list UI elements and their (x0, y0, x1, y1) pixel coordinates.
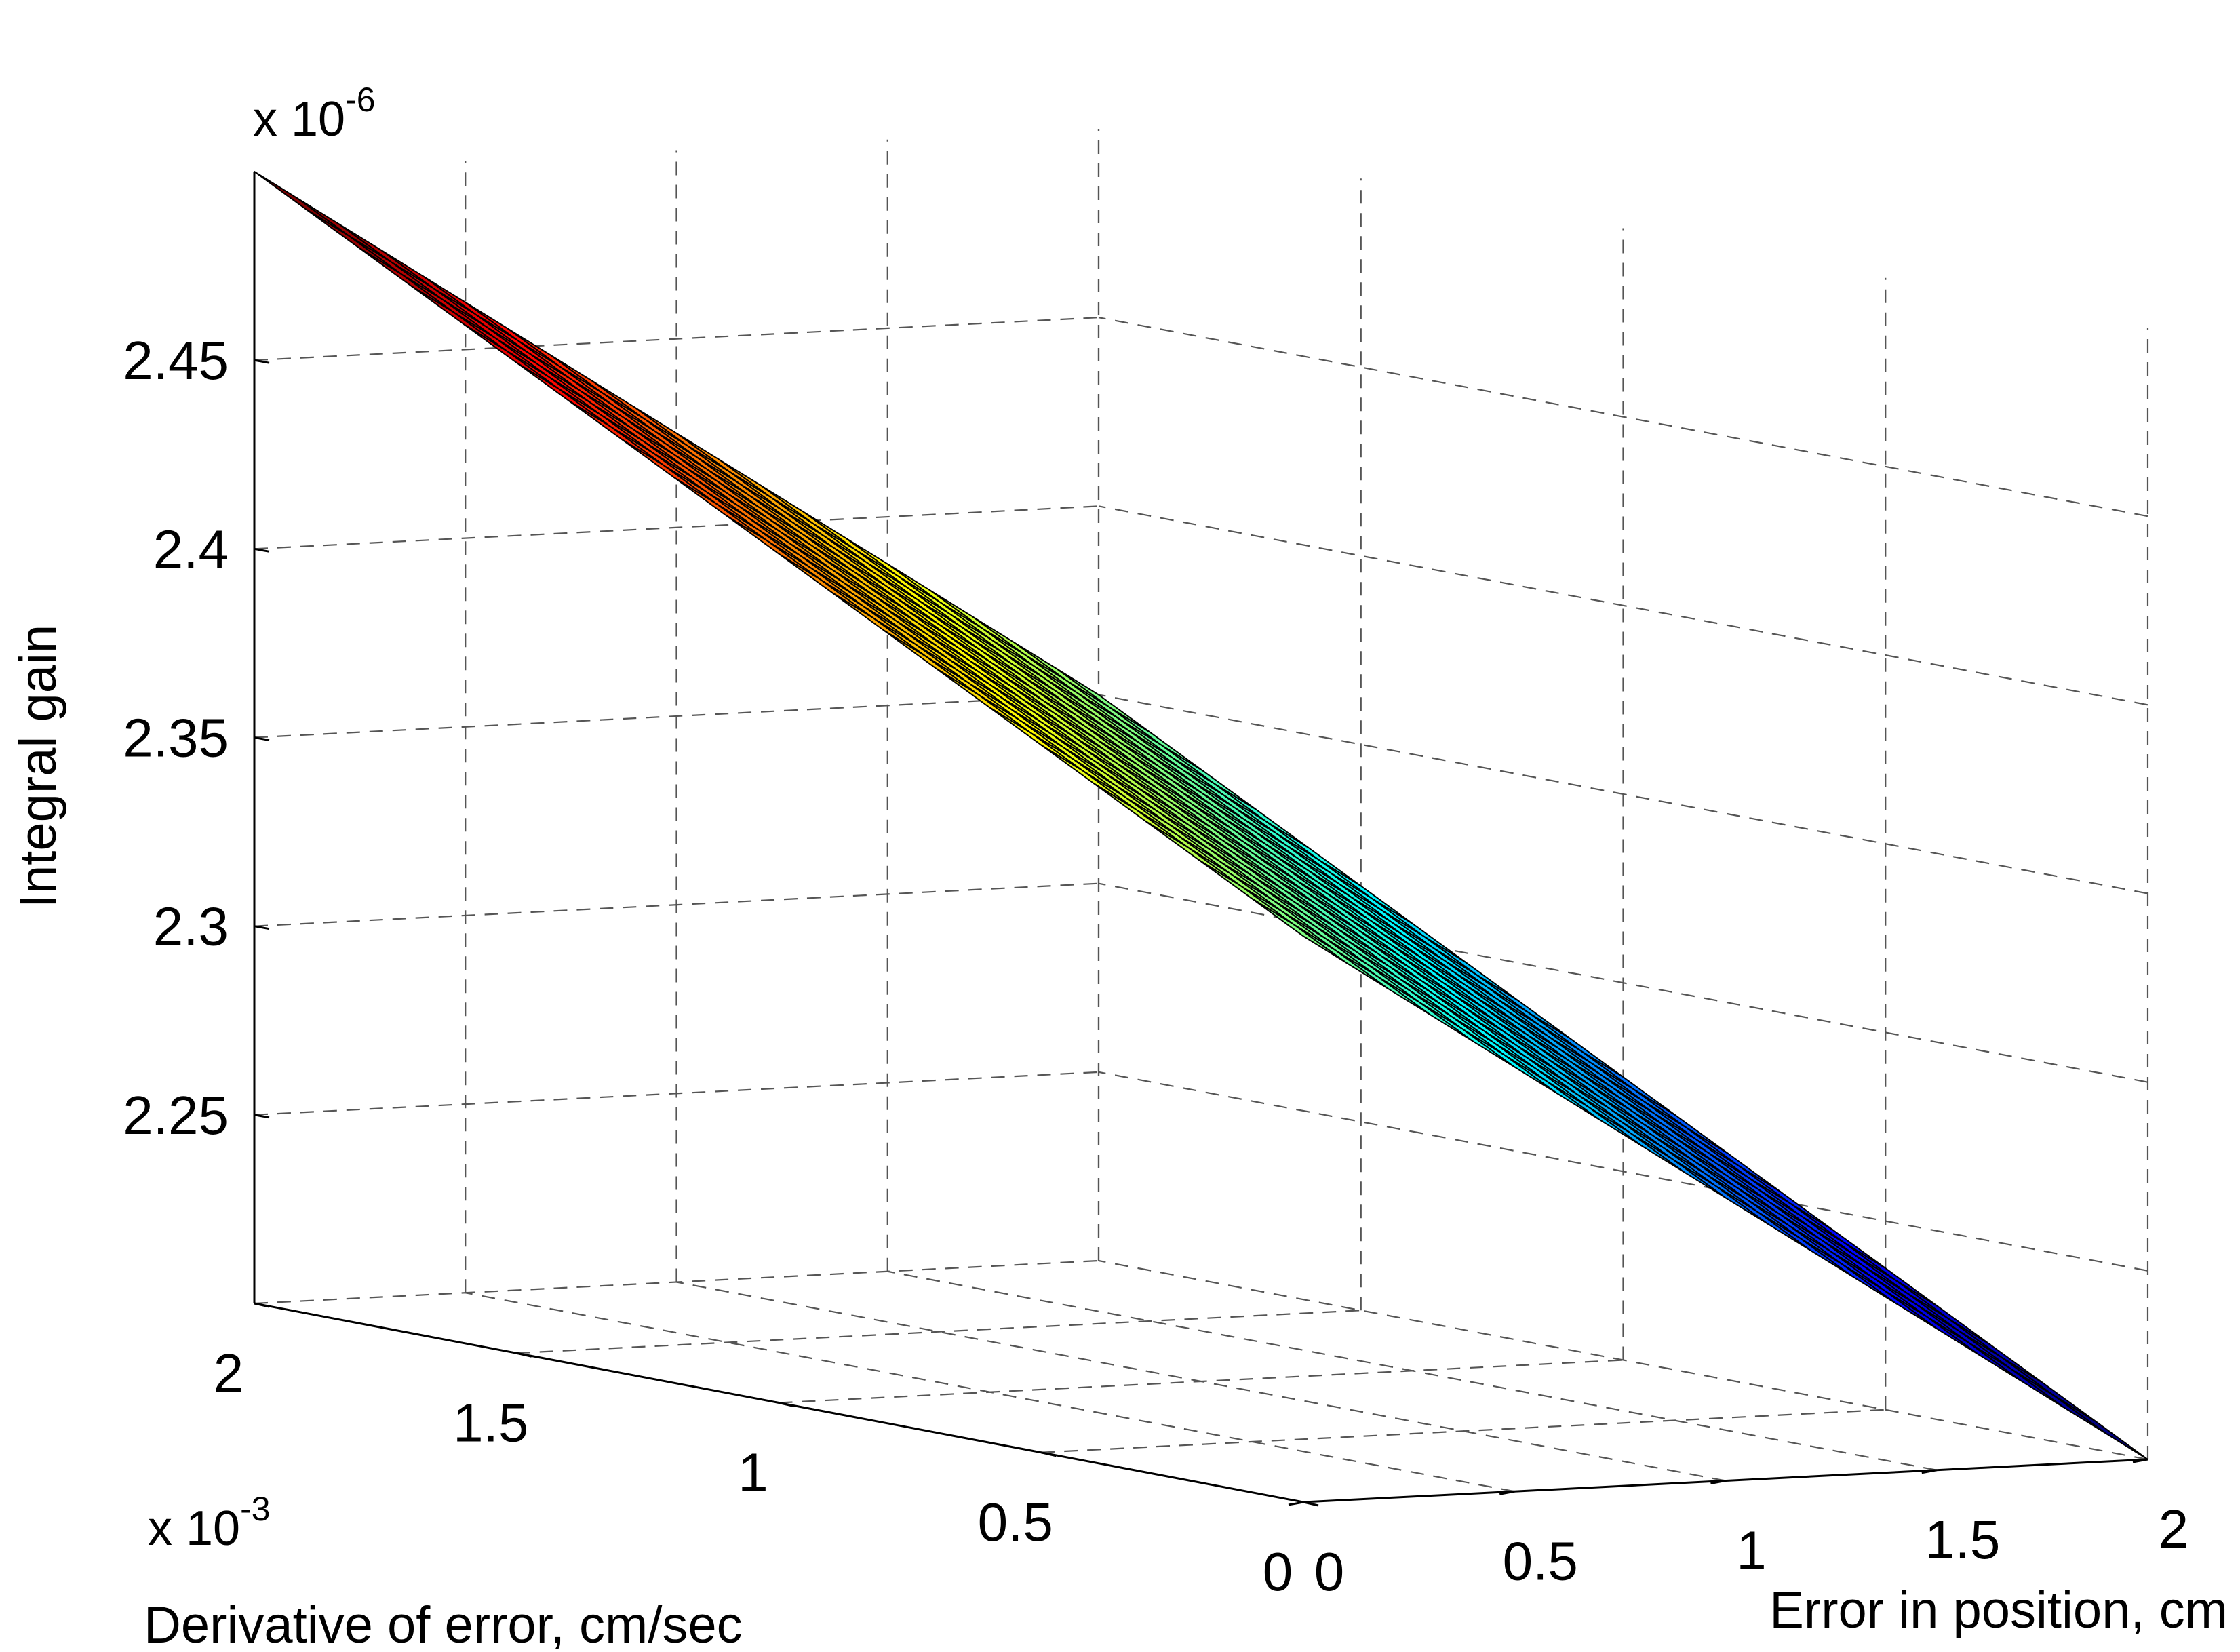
x-axis-title: Error in position, cm (1769, 1581, 2228, 1639)
grid-line-floor-y (779, 1359, 1624, 1404)
surface-patch (1250, 897, 1347, 964)
x-tick-label: 1.5 (1925, 1510, 2000, 1570)
grid-line-floor-y (254, 1259, 1099, 1305)
z-tick-mark (254, 359, 270, 364)
surface-patch (358, 247, 455, 313)
y-exponent-power: -3 (240, 1490, 270, 1528)
x-tick-label: 0 (1314, 1541, 1345, 1602)
grid-line-back-wall-z (1098, 882, 2148, 1083)
surface-layer (254, 171, 2148, 1460)
grid-line-side-wall-z (254, 1071, 1099, 1116)
y-axis-title: Derivative of error, cm/sec (144, 1596, 743, 1652)
y-tick-mark (254, 1302, 270, 1308)
x-tick-mark (1921, 1469, 1938, 1474)
grid-line-side-wall-z (254, 694, 1099, 739)
z-tick-label: 2.35 (123, 708, 229, 768)
y-tick-labels: 0 0.5 1 1.5 2 (214, 1343, 1293, 1602)
z-tick-label: 2.4 (153, 519, 229, 579)
x-tick-mark (1288, 1501, 1304, 1506)
z-axis-title: Integral gain (9, 625, 67, 908)
grid-line-side-wall-z (254, 505, 1099, 550)
z-tick-mark (254, 547, 270, 553)
surface-patch (254, 171, 350, 237)
x-tick-label: 1 (1736, 1520, 1767, 1581)
z-tick-labels: 2.25 2.3 2.35 2.4 2.45 (123, 330, 229, 1145)
z-tick-label: 2.3 (153, 897, 229, 957)
grid-line-back-wall-z (1098, 1071, 2148, 1272)
y-tick-label: 0.5 (978, 1492, 1053, 1552)
z-tick-label: 2.25 (123, 1085, 229, 1145)
grid-line-back-wall-z (1098, 317, 2148, 517)
z-exponent-base: x 10 (253, 92, 345, 146)
y-tick-mark (516, 1352, 532, 1358)
z-tick-mark (254, 925, 270, 930)
z-exponent: x 10-6 (253, 81, 376, 146)
z-exponent-power: -6 (345, 81, 375, 119)
y-tick-label: 0 (1263, 1541, 1293, 1602)
grid-line-floor-y (1041, 1409, 1886, 1453)
grid-line-floor-x (1098, 1259, 2148, 1461)
y-tick-label: 2 (214, 1343, 244, 1403)
y-exponent-base: x 10 (148, 1501, 240, 1556)
axes-layer (253, 172, 2148, 1507)
grid-line-floor-y (516, 1310, 1361, 1354)
y-tick-mark (1303, 1501, 1319, 1507)
z-tick-label: 2.45 (123, 330, 229, 391)
grid-line-back-wall-z (1098, 505, 2148, 706)
surface-patch (306, 209, 402, 275)
y-tick-mark (1040, 1451, 1057, 1457)
grid-line-side-wall-z (254, 882, 1099, 927)
x-tick-label: 0.5 (1503, 1531, 1578, 1591)
z-tick-mark (254, 1114, 270, 1119)
y-tick-mark (779, 1402, 794, 1407)
x-tick-mark (1499, 1490, 1515, 1495)
x-tick-mark (2132, 1458, 2148, 1463)
grid-line-side-wall-z (254, 317, 1099, 361)
x-tick-labels: 0 0.5 1 1.5 2 (1314, 1499, 2189, 1602)
y-tick-label: 1.5 (453, 1392, 528, 1453)
y-tick-label: 1 (738, 1442, 768, 1503)
y-exponent: x 10-3 (148, 1490, 271, 1556)
grid-line-back-wall-z (1098, 694, 2148, 894)
x-tick-mark (1710, 1480, 1726, 1484)
z-tick-mark (254, 736, 270, 741)
x-tick-label: 2 (2159, 1499, 2189, 1559)
